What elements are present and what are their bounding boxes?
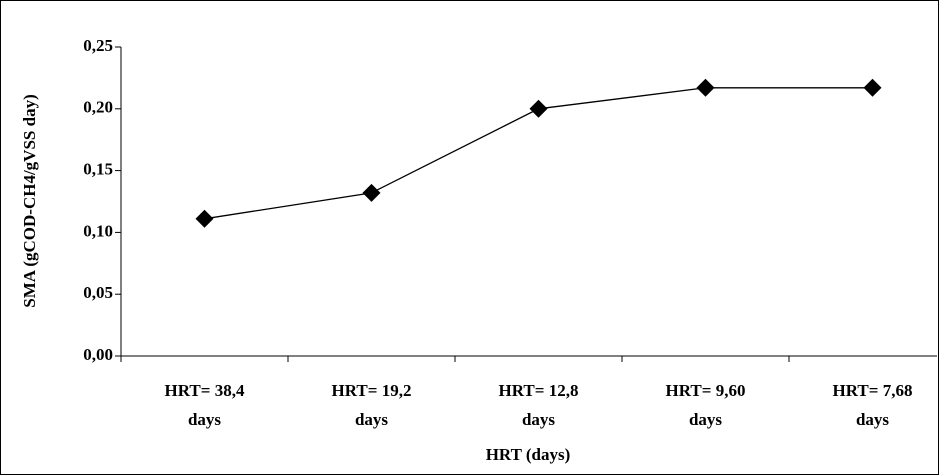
x-tick-label: HRT= 7,68 days <box>832 381 913 429</box>
data-point <box>863 78 882 97</box>
data-point <box>195 209 214 228</box>
data-point <box>529 99 548 118</box>
y-tick-label: 0,10 <box>83 221 113 240</box>
data-point <box>362 183 381 202</box>
y-tick-label: 0,00 <box>83 345 113 364</box>
x-tick-label: HRT= 9,60 days <box>665 381 746 429</box>
y-axis-title: SMA (gCOD-CH4/gVSS day) <box>20 94 39 307</box>
y-tick-label: 0,15 <box>83 160 113 179</box>
x-axis-title: HRT (days) <box>486 445 571 464</box>
x-tick-label: HRT= 12,8 days <box>498 381 579 429</box>
y-tick-label: 0,05 <box>83 283 113 302</box>
x-tick-label: HRT= 19,2 days <box>331 381 412 429</box>
data-point <box>696 78 715 97</box>
y-tick-label: 0,25 <box>83 36 113 55</box>
x-tick-label: HRT= 38,4 days <box>164 381 245 429</box>
y-tick-label: 0,20 <box>83 98 113 117</box>
